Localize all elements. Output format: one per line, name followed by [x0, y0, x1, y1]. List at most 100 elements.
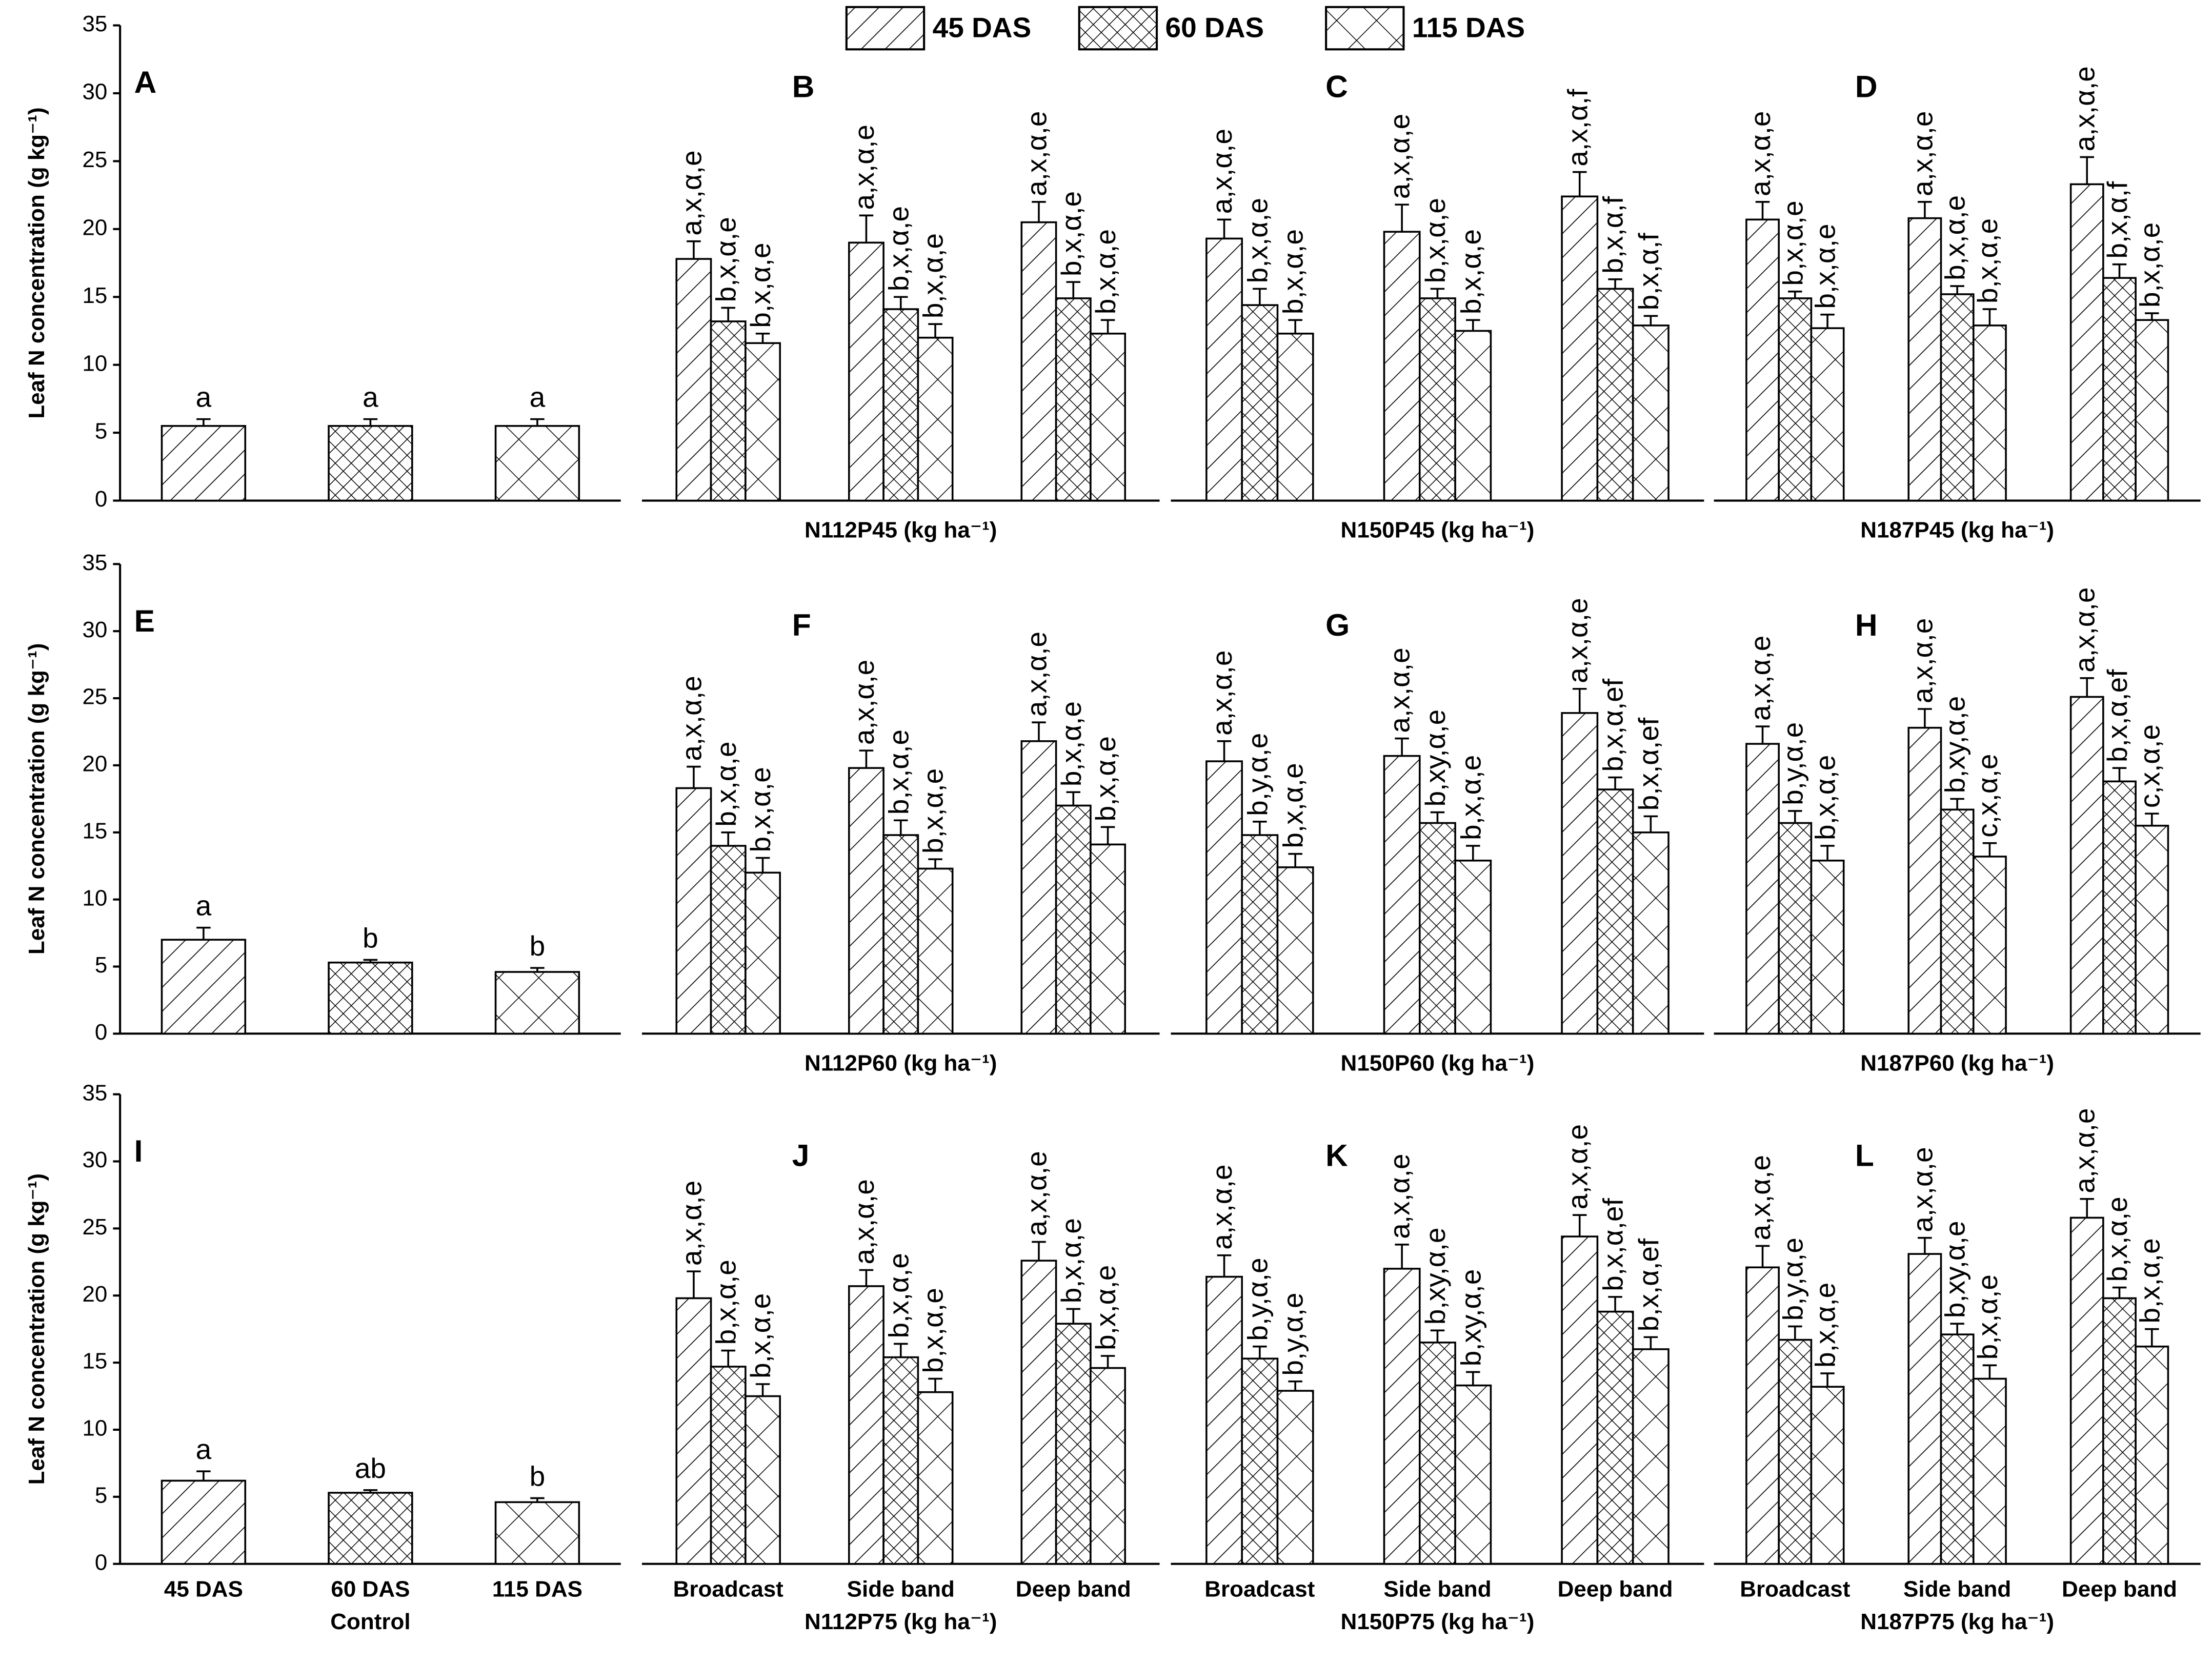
bar	[1205, 760, 1243, 1035]
y-tick-label: 15	[82, 818, 107, 843]
significance-label: b,x,α,e	[882, 729, 914, 815]
x-axis-label: N150P45 (kg ha⁻¹)	[1341, 518, 1535, 543]
panel-label: D	[1855, 69, 1878, 104]
bar	[1419, 1342, 1456, 1565]
significance-label: a,x,α,e	[1744, 111, 1776, 196]
error-bar	[1572, 171, 1587, 197]
error-bar	[196, 1470, 211, 1481]
bar	[1810, 1386, 1845, 1565]
significance-label: b,x,α,e	[1809, 1283, 1841, 1368]
bar	[1596, 788, 1634, 1035]
error-bar	[721, 831, 735, 846]
x-axis-label: N112P75 (kg ha⁻¹)	[805, 1609, 997, 1634]
bar	[917, 867, 954, 1035]
error-bar	[1288, 319, 1302, 334]
significance-label: a,x,α,e	[1020, 1151, 1052, 1236]
significance-label: ab	[355, 1452, 386, 1484]
x-axis-label: N187P75 (kg ha⁻¹)	[1860, 1609, 2054, 1634]
y-tick-label: 10	[82, 885, 107, 910]
error-bar	[859, 749, 874, 768]
significance-label: a,x,α,e	[1384, 647, 1416, 733]
panel-label: B	[792, 69, 815, 104]
bar	[1241, 304, 1279, 502]
significance-label: b,x,α,e	[1777, 200, 1808, 286]
error-bar	[1982, 1364, 1997, 1379]
panel-label: I	[134, 1133, 143, 1168]
panel-label: A	[134, 65, 157, 99]
bar	[2069, 183, 2104, 502]
bar	[745, 871, 781, 1035]
bar	[1020, 1260, 1057, 1565]
x-axis-label: N187P60 (kg ha⁻¹)	[1860, 1051, 2054, 1076]
error-bar	[2080, 156, 2094, 185]
error-bar	[1643, 315, 1658, 326]
legend-label: 60 DAS	[1165, 11, 1264, 43]
significance-label: b,x,α,e	[1055, 1218, 1087, 1303]
significance-label: a,x,α,e	[1020, 111, 1052, 196]
significance-label: a,x,α,e	[2069, 1108, 2101, 1193]
error-bar	[1430, 811, 1445, 823]
significance-label: a,x,α,e	[1906, 618, 1938, 703]
error-bar	[1950, 798, 1964, 810]
panel-label: L	[1855, 1138, 1874, 1172]
error-bar	[1217, 740, 1232, 762]
panel-label: H	[1855, 607, 1878, 642]
bar	[2102, 780, 2137, 1035]
significance-label: c,x,α,e	[1972, 754, 2003, 837]
error-bar	[755, 857, 770, 873]
panel-label: F	[792, 607, 811, 642]
significance-label: b,x,α,e	[745, 767, 776, 852]
error-bar	[1755, 725, 1770, 744]
bar	[745, 1395, 781, 1565]
significance-label: b,x,α,e	[1972, 218, 2003, 303]
bar	[1745, 743, 1780, 1035]
error-bar	[859, 1269, 874, 1286]
bar	[1632, 1348, 1670, 1565]
significance-label: b,x,α,e	[1090, 1265, 1121, 1350]
bar	[1205, 237, 1243, 502]
bar	[494, 971, 580, 1035]
error-bar	[1608, 278, 1622, 289]
bar	[1090, 843, 1127, 1035]
error-bar	[1253, 288, 1267, 306]
error-bar	[1572, 1214, 1587, 1237]
bar	[1907, 217, 1942, 502]
y-tick-label: 0	[95, 1550, 107, 1575]
bar	[1454, 859, 1492, 1035]
x-tick-label: Side band	[1903, 1577, 2011, 1602]
bar	[1940, 808, 1975, 1035]
bar	[160, 1479, 247, 1565]
x-tick-label: Deep band	[2062, 1577, 2177, 1602]
bar	[2069, 696, 2104, 1035]
panel-label: C	[1325, 69, 1348, 104]
bar	[1383, 1268, 1421, 1565]
error-bar	[721, 1349, 735, 1367]
y-axis-label: Leaf N concentration (g kg⁻¹)	[24, 643, 49, 955]
bar	[1454, 1384, 1492, 1565]
bar	[917, 1391, 954, 1565]
bar	[1020, 221, 1057, 502]
x-tick-label: 115 DAS	[492, 1577, 582, 1602]
x-tick-label: Broadcast	[673, 1577, 784, 1602]
significance-label: b,xy,α,e	[1939, 696, 1971, 794]
error-bar	[1466, 319, 1480, 331]
significance-label: a	[196, 381, 212, 413]
x-tick-label: Broadcast	[1740, 1577, 1851, 1602]
significance-label: b,x,α,e	[882, 1253, 914, 1338]
error-bar	[530, 1497, 545, 1503]
bar	[1090, 1367, 1127, 1565]
significance-label: b,x,α,e	[710, 741, 742, 826]
error-bar	[1288, 1380, 1302, 1391]
significance-label: b,x,α,f	[1633, 233, 1664, 311]
y-tick-label: 30	[82, 617, 107, 642]
bar	[2069, 1216, 2104, 1565]
x-tick-label: Side band	[847, 1577, 955, 1602]
significance-label: b,xy,α,e	[1455, 1269, 1486, 1367]
significance-label: b,x,α,e	[1090, 736, 1121, 821]
error-bar	[1820, 1372, 1835, 1387]
x-axis-label: N112P60 (kg ha⁻¹)	[805, 1051, 997, 1076]
error-bar	[1288, 853, 1302, 867]
bar	[1561, 195, 1599, 502]
error-bar	[2112, 1286, 2127, 1298]
bar	[1810, 859, 1845, 1035]
